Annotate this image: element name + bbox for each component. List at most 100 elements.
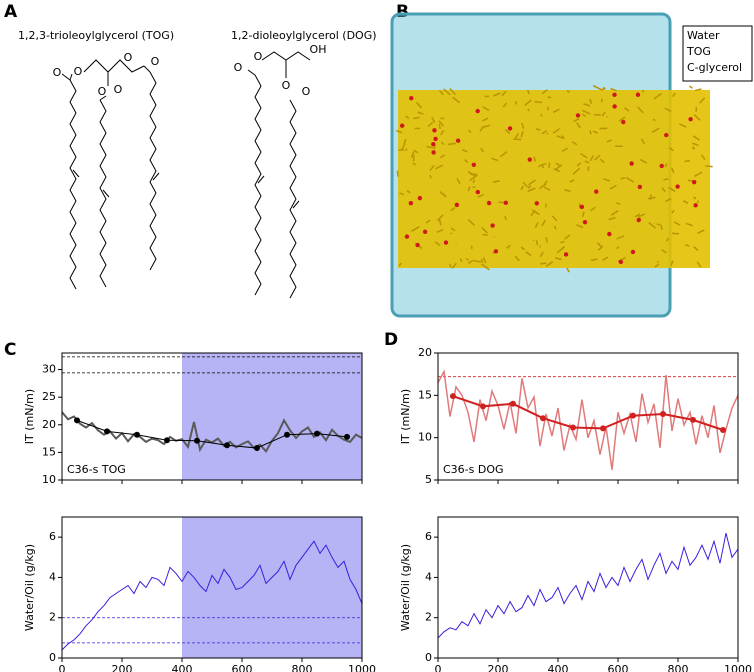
lipid-tail xyxy=(436,228,444,234)
glycerol-bead xyxy=(417,195,423,201)
x-tick-label: 800 xyxy=(292,663,313,672)
lipid-tail xyxy=(534,100,543,104)
lipid-tail xyxy=(640,138,645,145)
glycerol-bead xyxy=(431,142,436,147)
atom-label: O xyxy=(282,79,291,92)
lipid-tail xyxy=(590,206,596,212)
glycerol-bead xyxy=(629,161,634,166)
lipid-tail xyxy=(556,135,564,140)
lipid-tail xyxy=(410,151,415,159)
lipid-tail xyxy=(668,147,674,152)
atom-label: O xyxy=(234,61,243,74)
lipid-tail xyxy=(649,194,652,200)
lipid-tail xyxy=(524,99,532,106)
lipid-tail xyxy=(660,224,663,230)
glycerol-bead xyxy=(612,104,617,109)
lipid-tail xyxy=(416,102,423,109)
lipid-tail xyxy=(531,209,540,216)
glycerol-bead xyxy=(471,162,477,167)
lipid-tail xyxy=(582,109,591,115)
lipid-tail xyxy=(480,147,485,153)
average-marker xyxy=(164,437,170,444)
y-tick-label: 4 xyxy=(49,570,56,583)
lipid-tail xyxy=(480,258,484,263)
legend-label: TOG xyxy=(686,45,711,58)
bond xyxy=(69,79,77,290)
lipid-tail xyxy=(693,113,701,121)
lipid-tail xyxy=(684,159,690,163)
series-line xyxy=(437,369,739,470)
average-marker xyxy=(600,425,606,432)
lipid-tail xyxy=(481,263,490,271)
average-marker xyxy=(480,403,486,410)
lipid-tail xyxy=(467,218,476,226)
lipid-tail xyxy=(520,131,524,138)
lipid-tail xyxy=(395,129,403,134)
lipid-tail xyxy=(539,262,547,265)
highlight-region xyxy=(182,517,362,658)
series-line xyxy=(76,419,348,449)
lipid-tail xyxy=(571,141,578,146)
lipid-tail xyxy=(449,263,452,268)
lipid-tail xyxy=(661,249,667,254)
glycerol-bead xyxy=(432,128,437,133)
lipid-tail xyxy=(576,162,582,167)
lipid-tail xyxy=(543,180,548,186)
lipid-tail xyxy=(597,245,604,251)
glycerol-bead xyxy=(493,249,499,254)
bond xyxy=(257,175,265,184)
lipid-tail xyxy=(439,154,446,159)
lipid-tail xyxy=(560,240,565,244)
lipid-tail xyxy=(602,178,610,182)
average-marker xyxy=(314,430,320,437)
lipid-tail xyxy=(464,159,469,164)
lipid-tail xyxy=(705,164,713,168)
x-tick-label: 400 xyxy=(548,663,569,672)
lipid-tail xyxy=(592,84,602,91)
bond xyxy=(83,59,145,73)
y-axis-label: Water/Oil (g/kg) xyxy=(23,544,36,631)
lipid-tail xyxy=(450,227,456,232)
bond xyxy=(143,65,151,73)
lipid-tail xyxy=(539,251,544,258)
average-marker xyxy=(510,400,516,407)
average-marker xyxy=(720,427,726,434)
lipid-tail xyxy=(482,257,487,264)
legend-box xyxy=(682,25,753,82)
lipid-tail xyxy=(665,237,670,242)
lipid-tail xyxy=(449,88,456,95)
y-tick-label: 5 xyxy=(425,473,432,486)
lipid-tail xyxy=(573,118,580,123)
glycerol-bead xyxy=(636,217,641,223)
lipid-tail xyxy=(668,186,676,193)
lipid-tail xyxy=(436,214,444,222)
lipid-tail xyxy=(545,261,554,267)
glycerol-bead xyxy=(415,242,420,248)
lipid-tail xyxy=(589,98,593,104)
x-tick-label: 800 xyxy=(668,663,689,672)
lipid-tail xyxy=(456,177,461,185)
lipid-tail xyxy=(618,116,626,122)
lipid-tail xyxy=(693,196,697,200)
glycerol-bead xyxy=(404,234,410,239)
lipid-tail xyxy=(625,176,634,183)
lipid-tail xyxy=(581,211,585,218)
atom-label: OH xyxy=(310,43,327,56)
lipid-tail xyxy=(543,186,551,191)
average-marker xyxy=(194,437,200,444)
lipid-tail xyxy=(499,151,508,158)
glycerol-bead xyxy=(612,92,617,98)
glycerol-bead xyxy=(688,117,693,122)
lipid-tail xyxy=(530,210,536,217)
y-tick-label: 2 xyxy=(49,611,56,624)
lipid-tail xyxy=(514,133,519,139)
lipid-tail xyxy=(685,243,690,247)
lipid-tail xyxy=(576,224,584,229)
y-tick-label: 15 xyxy=(42,445,56,458)
average-marker xyxy=(224,442,230,449)
lipid-tail xyxy=(527,184,532,189)
lipid-tail xyxy=(697,229,705,235)
glycerol-bead xyxy=(630,249,636,255)
lipid-tail xyxy=(405,115,410,120)
